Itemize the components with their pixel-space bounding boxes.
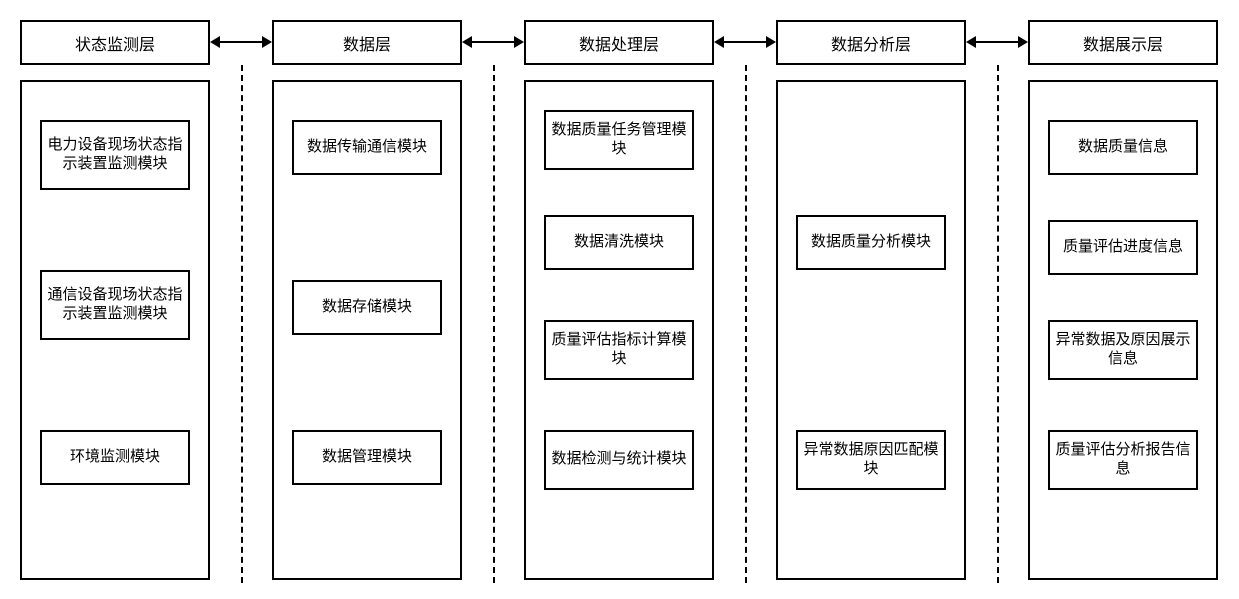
layer-title: 数据层 <box>343 31 391 55</box>
double-arrow-icon <box>714 32 776 52</box>
module-label: 数据传输通信模块 <box>307 138 427 158</box>
module-label: 数据检测与统计模块 <box>551 450 686 470</box>
layer-header-layer3: 数据处理层 <box>524 20 714 65</box>
module-box: 质量评估指标计算模块 <box>544 320 694 380</box>
module-label: 环境监测模块 <box>70 448 160 468</box>
layer-header-layer1: 状态监测层 <box>20 20 210 65</box>
module-box: 数据传输通信模块 <box>292 120 442 175</box>
module-box: 电力设备现场状态指示装置监测模块 <box>40 120 190 190</box>
module-box: 异常数据原因匹配模块 <box>796 430 946 490</box>
module-label: 数据质量信息 <box>1078 138 1168 158</box>
double-arrow-icon <box>966 32 1028 52</box>
layer-title: 数据处理层 <box>579 31 659 55</box>
divider <box>745 65 747 583</box>
module-box: 数据质量分析模块 <box>796 215 946 270</box>
module-box: 质量评估进度信息 <box>1048 220 1198 275</box>
module-label: 数据质量任务管理模块 <box>550 121 688 160</box>
layer-title: 数据分析层 <box>831 31 911 55</box>
module-box: 数据质量任务管理模块 <box>544 110 694 170</box>
module-label: 异常数据及原因展示信息 <box>1054 331 1192 370</box>
layer-header-layer5: 数据展示层 <box>1028 20 1218 65</box>
layer-body-layer4 <box>776 80 966 580</box>
module-box: 数据管理模块 <box>292 430 442 485</box>
module-label: 质量评估进度信息 <box>1063 238 1183 258</box>
module-box: 环境监测模块 <box>40 430 190 485</box>
divider <box>997 65 999 583</box>
module-label: 质量评估指标计算模块 <box>550 331 688 370</box>
module-box: 通信设备现场状态指示装置监测模块 <box>40 270 190 340</box>
double-arrow-icon <box>462 32 524 52</box>
double-arrow-icon <box>210 32 272 52</box>
layer-title: 数据展示层 <box>1083 31 1163 55</box>
layer-header-layer2: 数据层 <box>272 20 462 65</box>
module-box: 数据质量信息 <box>1048 120 1198 175</box>
module-label: 数据质量分析模块 <box>811 233 931 253</box>
module-box: 数据检测与统计模块 <box>544 430 694 490</box>
module-label: 质量评估分析报告信息 <box>1054 441 1192 480</box>
divider <box>493 65 495 583</box>
divider <box>241 65 243 583</box>
module-label: 通信设备现场状态指示装置监测模块 <box>46 286 184 325</box>
architecture-diagram: 状态监测层电力设备现场状态指示装置监测模块通信设备现场状态指示装置监测模块环境监… <box>0 0 1239 599</box>
module-label: 电力设备现场状态指示装置监测模块 <box>46 136 184 175</box>
module-label: 数据存储模块 <box>322 298 412 318</box>
module-label: 异常数据原因匹配模块 <box>802 441 940 480</box>
module-box: 数据清洗模块 <box>544 215 694 270</box>
layer-header-layer4: 数据分析层 <box>776 20 966 65</box>
module-box: 数据存储模块 <box>292 280 442 335</box>
layer-title: 状态监测层 <box>75 31 155 55</box>
module-label: 数据清洗模块 <box>574 233 664 253</box>
module-box: 异常数据及原因展示信息 <box>1048 320 1198 380</box>
module-box: 质量评估分析报告信息 <box>1048 430 1198 490</box>
module-label: 数据管理模块 <box>322 448 412 468</box>
